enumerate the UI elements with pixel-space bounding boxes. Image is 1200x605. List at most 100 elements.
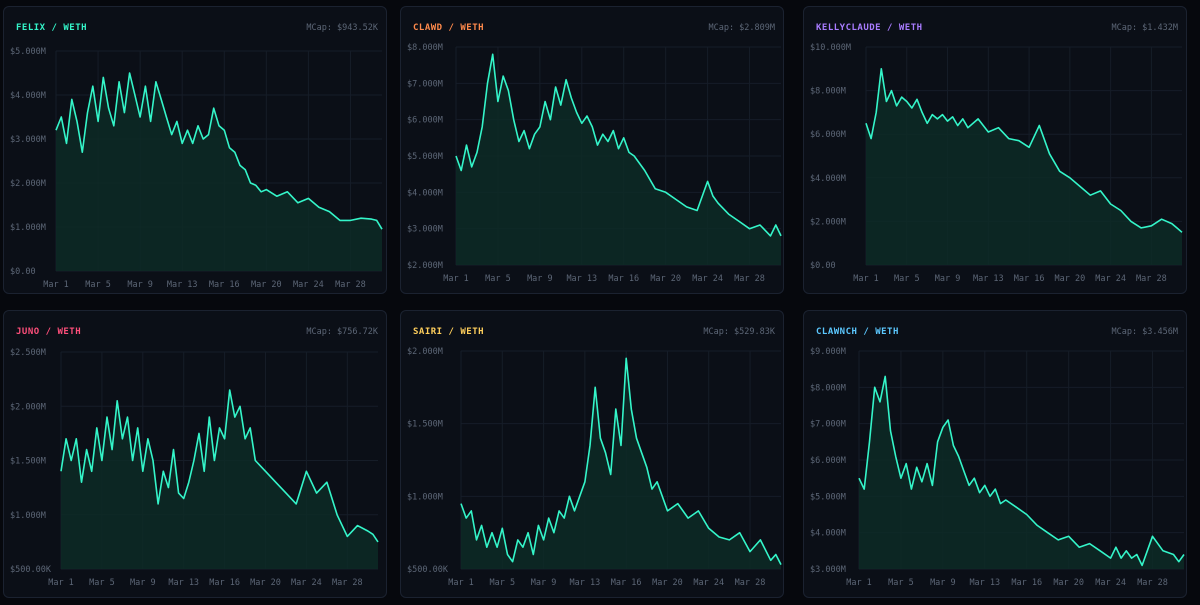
y-tick-label: $9.000M	[810, 347, 846, 357]
x-tick-label: Mar 1	[448, 578, 474, 588]
chart-card-clawnch[interactable]: CLAWNCH / WETH MCap: $3.456M $3.000M $4.0…	[803, 310, 1187, 598]
price-line	[460, 357, 782, 565]
y-tick-label: $1.000M	[10, 511, 46, 521]
y-tick-label: $1.500M	[10, 457, 46, 467]
area-fill	[859, 376, 1184, 569]
y-tick-label: $5.000M	[407, 152, 443, 162]
x-tick-label: Mar 16	[209, 578, 240, 588]
x-tick-label: Mar 24	[1095, 578, 1126, 588]
quote-name: WETH	[63, 23, 88, 33]
price-chart-clawd[interactable]: $2.000M $3.000M $4.000M $5.000M $6.000M $7.00…	[401, 7, 784, 294]
x-tick-label: Mar 5	[489, 578, 515, 588]
x-tick-label: Mar 20	[1053, 578, 1084, 588]
y-tick-label: $3.000M	[407, 225, 443, 235]
x-tick-label: Mar 16	[611, 578, 642, 588]
y-tick-label: $6.000M	[810, 130, 846, 140]
price-line	[55, 72, 383, 230]
x-tick-label: Mar 20	[250, 578, 281, 588]
price-line	[865, 68, 1183, 233]
x-tick-label: Mar 16	[209, 280, 240, 290]
chart-title: FELIX / WETH	[16, 23, 88, 33]
pair-name: KELLYCLAUDE	[816, 23, 882, 33]
x-tick-label: Mar 24	[1095, 274, 1126, 284]
quote-name: WETH	[460, 23, 485, 33]
pair-name: FELIX	[16, 23, 46, 33]
x-tick-label: Mar 1	[48, 578, 74, 588]
y-tick-label: $3.000M	[810, 565, 846, 575]
price-chart-clawnch[interactable]: $3.000M $4.000M $5.000M $6.000M $7.000M $8.00…	[804, 311, 1187, 598]
pair-name: SAIRI	[413, 327, 443, 337]
y-tick-label: $7.000M	[407, 79, 443, 89]
y-tick-label: $7.000M	[810, 420, 846, 430]
price-chart-juno[interactable]: $500.00K $1.000M $1.500M $2.000M $2.500M Mar …	[4, 311, 387, 598]
x-tick-label: Mar 5	[888, 578, 914, 588]
x-tick-label: Mar 13	[973, 274, 1004, 284]
chart-card-sairi[interactable]: SAIRI / WETH MCap: $529.83K $500.00K $1.0…	[400, 310, 784, 598]
x-tick-label: Mar 28	[335, 280, 366, 290]
x-tick-label: Mar 13	[167, 280, 198, 290]
chart-card-felix[interactable]: FELIX / WETH MCap: $943.52K $0.00 $1.000M…	[3, 6, 387, 294]
x-tick-label: Mar 13	[168, 578, 199, 588]
y-tick-label: $1.000M	[407, 492, 443, 502]
x-tick-label: Mar 24	[693, 578, 724, 588]
x-tick-label: Mar 16	[1014, 274, 1045, 284]
x-tick-label: Mar 13	[570, 578, 601, 588]
y-tick-label: $4.000M	[407, 188, 443, 198]
area-fill	[61, 390, 378, 569]
x-tick-label: Mar 28	[332, 578, 363, 588]
price-chart-felix[interactable]: $0.00 $1.000M $2.000M $3.000M $4.000M $5.000M…	[4, 7, 387, 294]
mcap-label: MCap: $2.809M	[708, 23, 775, 33]
price-line	[858, 375, 1185, 567]
x-tick-label: Mar 24	[692, 274, 723, 284]
x-tick-label: Mar 20	[650, 274, 681, 284]
x-tick-label: Mar 20	[652, 578, 683, 588]
pair-name: JUNO	[16, 327, 40, 337]
quote-name: WETH	[875, 327, 899, 337]
y-tick-label: $6.000M	[810, 456, 846, 466]
x-tick-label: Mar 5	[894, 274, 920, 284]
x-tick-label: Mar 13	[566, 274, 597, 284]
price-chart-kellyclaude[interactable]: $0.00 $2.000M $4.000M $6.000M $8.000M $10.000…	[804, 7, 1187, 294]
x-tick-label: Mar 20	[251, 280, 282, 290]
price-line	[455, 53, 782, 237]
x-tick-label: Mar 9	[930, 578, 956, 588]
chart-card-clawd[interactable]: CLAWD / WETH MCap: $2.809M $2.000M $3.000…	[400, 6, 784, 294]
x-tick-label: Mar 24	[293, 280, 324, 290]
x-tick-label: Mar 13	[969, 578, 1000, 588]
x-tick-label: Mar 5	[485, 274, 511, 284]
x-tick-label: Mar 28	[735, 578, 766, 588]
x-tick-label: Mar 28	[1137, 578, 1168, 588]
pair-name: CLAWNCH	[816, 327, 858, 337]
mcap-label: MCap: $756.72K	[306, 327, 378, 337]
y-tick-label: $2.500M	[10, 348, 46, 358]
mcap-label: MCap: $3.456M	[1111, 327, 1178, 337]
quote-name: WETH	[898, 23, 923, 33]
chart-card-juno[interactable]: JUNO / WETH MCap: $756.72K $500.00K $1.00…	[3, 310, 387, 598]
x-tick-label: Mar 16	[608, 274, 639, 284]
price-chart-sairi[interactable]: $500.00K $1.000M $1.500M $2.000M Mar 1 Mar 5 M…	[401, 311, 784, 598]
x-tick-label: Mar 5	[89, 578, 115, 588]
x-tick-label: Mar 28	[1136, 274, 1167, 284]
y-tick-label: $2.000M	[10, 402, 46, 412]
quote-name: WETH	[57, 327, 82, 337]
area-fill	[866, 68, 1182, 265]
y-tick-label: $2.000M	[407, 347, 443, 357]
y-tick-label: $0.00	[10, 267, 36, 277]
pair-name: CLAWD	[413, 23, 443, 33]
price-line	[60, 389, 379, 543]
x-tick-label: Mar 9	[127, 280, 153, 290]
x-tick-label: Mar 9	[531, 578, 557, 588]
x-tick-label: Mar 1	[846, 578, 872, 588]
area-fill	[56, 73, 382, 271]
chart-card-kellyclaude[interactable]: KELLYCLAUDE / WETH MCap: $1.432M $0.00 $2…	[803, 6, 1187, 294]
y-tick-label: $0.00	[810, 261, 836, 271]
x-tick-label: Mar 9	[935, 274, 961, 284]
y-tick-label: $4.000M	[810, 529, 846, 539]
y-tick-label: $4.000M	[10, 91, 46, 101]
y-tick-label: $5.000M	[10, 47, 46, 57]
area-fill	[456, 54, 781, 265]
y-tick-label: $8.000M	[407, 43, 443, 53]
quote-name: WETH	[460, 327, 485, 337]
chart-title: JUNO / WETH	[16, 327, 82, 337]
